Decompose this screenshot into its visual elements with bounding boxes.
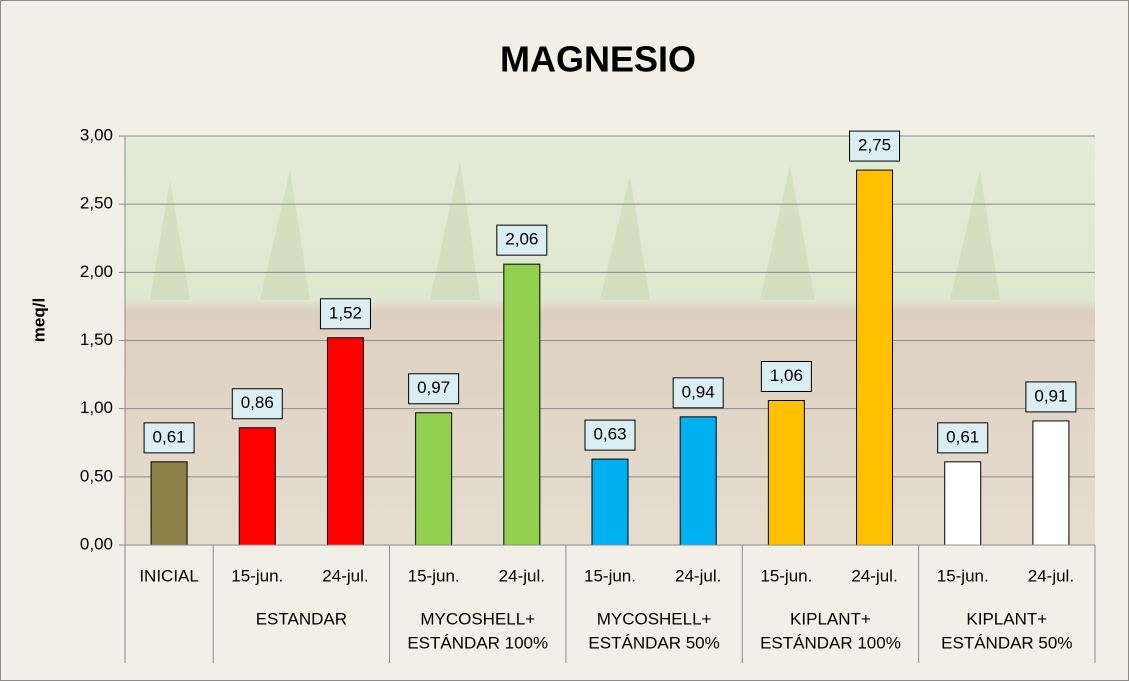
- data-label: 0,94: [682, 382, 715, 401]
- x-tick-label: INICIAL: [139, 566, 199, 585]
- x-tick-label: 15-jun.: [408, 566, 460, 585]
- x-tick-label: 15-jun.: [760, 566, 812, 585]
- x-tick-label: 24-jul.: [499, 566, 545, 585]
- x-tick-label: 15-jun.: [231, 566, 283, 585]
- y-tick-label: 0,50: [80, 466, 113, 485]
- group-label: ESTANDAR: [256, 609, 347, 628]
- chart: MAGNESIO meq/l 0,00 0,50 1,00 1,50 2,00 2,50 3…: [0, 0, 1129, 681]
- x-tick-label: 24-jul.: [675, 566, 721, 585]
- x-tick-label: 24-jul.: [851, 566, 897, 585]
- group-label: KIPLANT+: [790, 609, 871, 628]
- group-label: ESTÁNDAR 100%: [760, 633, 901, 652]
- data-label: 0,97: [417, 378, 450, 397]
- y-tick-label: 0,00: [80, 534, 113, 553]
- data-label: 0,61: [153, 427, 186, 446]
- bar: [504, 264, 540, 545]
- data-label: 2,06: [505, 230, 538, 249]
- data-label: 0,63: [593, 425, 626, 444]
- data-label: 1,52: [329, 303, 362, 322]
- data-label: 0,86: [241, 393, 274, 412]
- bar: [1033, 421, 1069, 545]
- group-label: MYCOSHELL+: [597, 609, 712, 628]
- x-tick-label: 15-jun.: [584, 566, 636, 585]
- y-tick-label: 1,50: [80, 330, 113, 349]
- data-label: 2,75: [858, 136, 891, 155]
- data-label: 1,06: [770, 366, 803, 385]
- group-label: ESTÁNDAR 50%: [588, 633, 719, 652]
- bar: [416, 413, 452, 545]
- bar: [327, 338, 363, 545]
- y-axis-label: meq/l: [29, 298, 48, 342]
- data-label: 0,91: [1034, 386, 1067, 405]
- y-tick-label: 2,50: [80, 194, 113, 213]
- page: {"chart_data": {"type": "bar", "title": …: [0, 0, 1129, 681]
- data-label: 0,61: [946, 427, 979, 446]
- bar: [592, 459, 628, 545]
- y-tick-label: 2,00: [80, 262, 113, 281]
- group-label: ESTÁNDAR 100%: [407, 633, 548, 652]
- bar: [945, 462, 981, 545]
- x-tick-label: 24-jul.: [322, 566, 368, 585]
- group-label: ESTÁNDAR 50%: [941, 633, 1072, 652]
- x-tick-label: 24-jul.: [1028, 566, 1074, 585]
- group-label: KIPLANT+: [966, 609, 1047, 628]
- bar: [239, 428, 275, 545]
- chart-title: MAGNESIO: [500, 39, 696, 80]
- bar: [151, 462, 187, 545]
- y-tick-label: 1,00: [80, 398, 113, 417]
- x-tick-label: 15-jun.: [937, 566, 989, 585]
- bar: [857, 170, 893, 545]
- bar: [680, 417, 716, 545]
- y-tick-label: 3,00: [80, 125, 113, 144]
- bar: [768, 400, 804, 545]
- group-label: MYCOSHELL+: [420, 609, 535, 628]
